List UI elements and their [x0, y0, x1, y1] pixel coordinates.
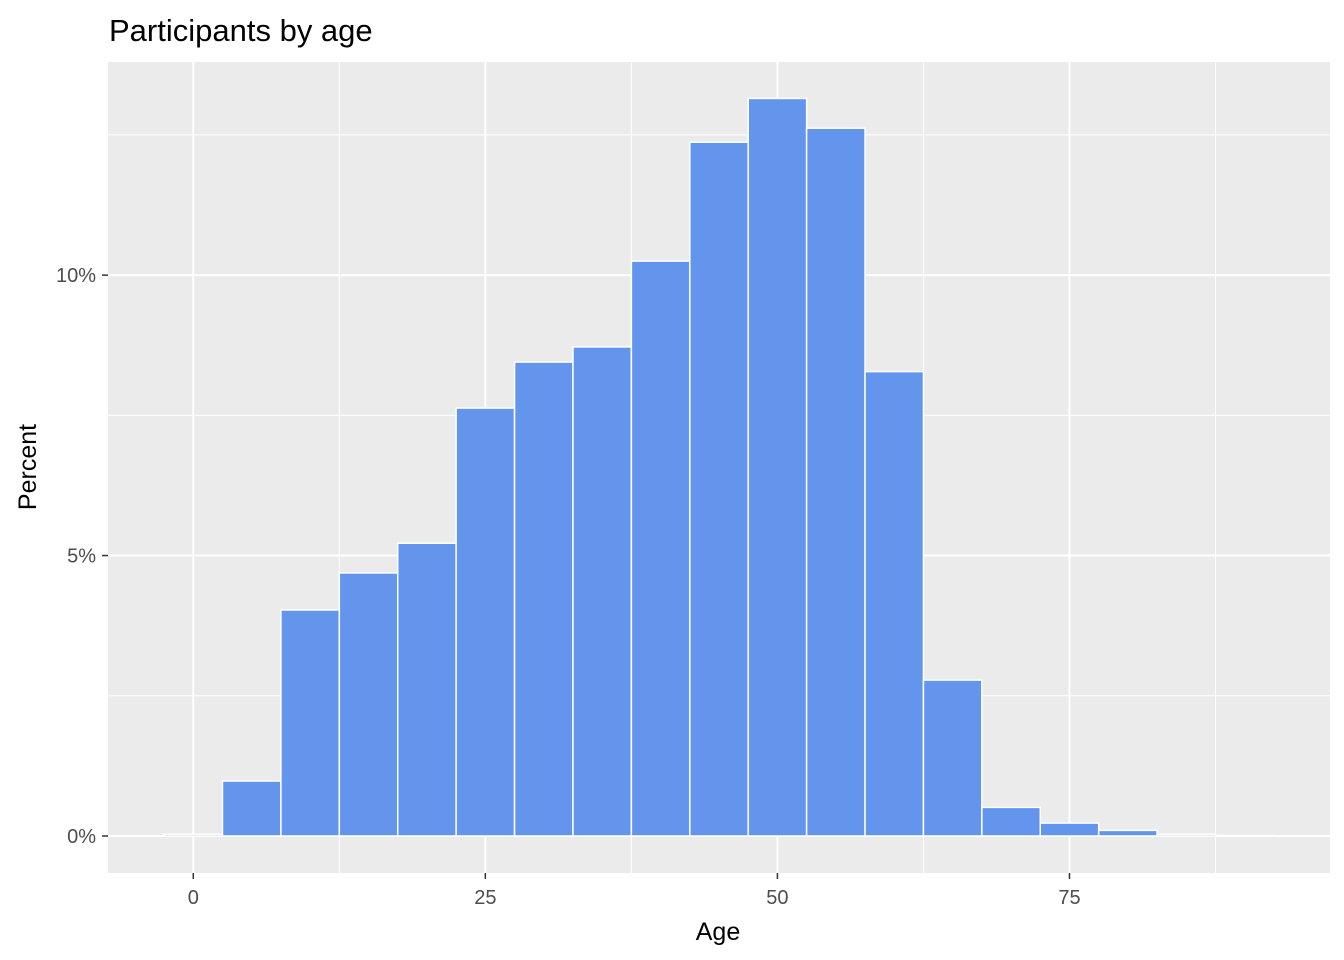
- histogram-bar: [1214, 834, 1275, 837]
- histogram-bar: [864, 370, 925, 837]
- histogram-bar: [513, 361, 574, 837]
- histogram-bar: [572, 346, 633, 837]
- y-axis: 0% 5% 10%: [56, 265, 108, 848]
- histogram-bar: [338, 572, 399, 837]
- histogram-bar: [689, 141, 749, 837]
- histogram-bar: [630, 260, 691, 837]
- histogram-bar: [221, 780, 282, 837]
- histogram-bar: [981, 806, 1042, 837]
- histogram-bar: [1039, 822, 1100, 837]
- histogram-bar: [805, 127, 866, 837]
- chart-title: Participants by age: [109, 13, 373, 48]
- histogram-bar: [1156, 833, 1217, 837]
- histogram-bar: [1097, 829, 1158, 837]
- x-tick-label: 50: [766, 887, 788, 909]
- y-tick-label: 5%: [67, 546, 96, 568]
- histogram-bar: [163, 833, 224, 837]
- y-axis-title: Percent: [14, 424, 42, 510]
- histogram-bar: [280, 609, 341, 837]
- x-axis: 0 25 50 75: [188, 873, 1081, 909]
- x-tick-label: 75: [1058, 887, 1080, 909]
- histogram-bar: [455, 407, 516, 837]
- histogram-bar: [747, 97, 808, 837]
- histogram-bars: [163, 97, 1275, 837]
- x-tick-label: 0: [188, 887, 199, 909]
- x-tick-label: 25: [474, 887, 496, 909]
- y-tick-label: 0%: [67, 826, 96, 848]
- histogram-bar: [396, 542, 457, 837]
- y-tick-label: 10%: [56, 265, 96, 287]
- histogram-bar: [922, 679, 983, 837]
- x-axis-title: Age: [696, 918, 740, 946]
